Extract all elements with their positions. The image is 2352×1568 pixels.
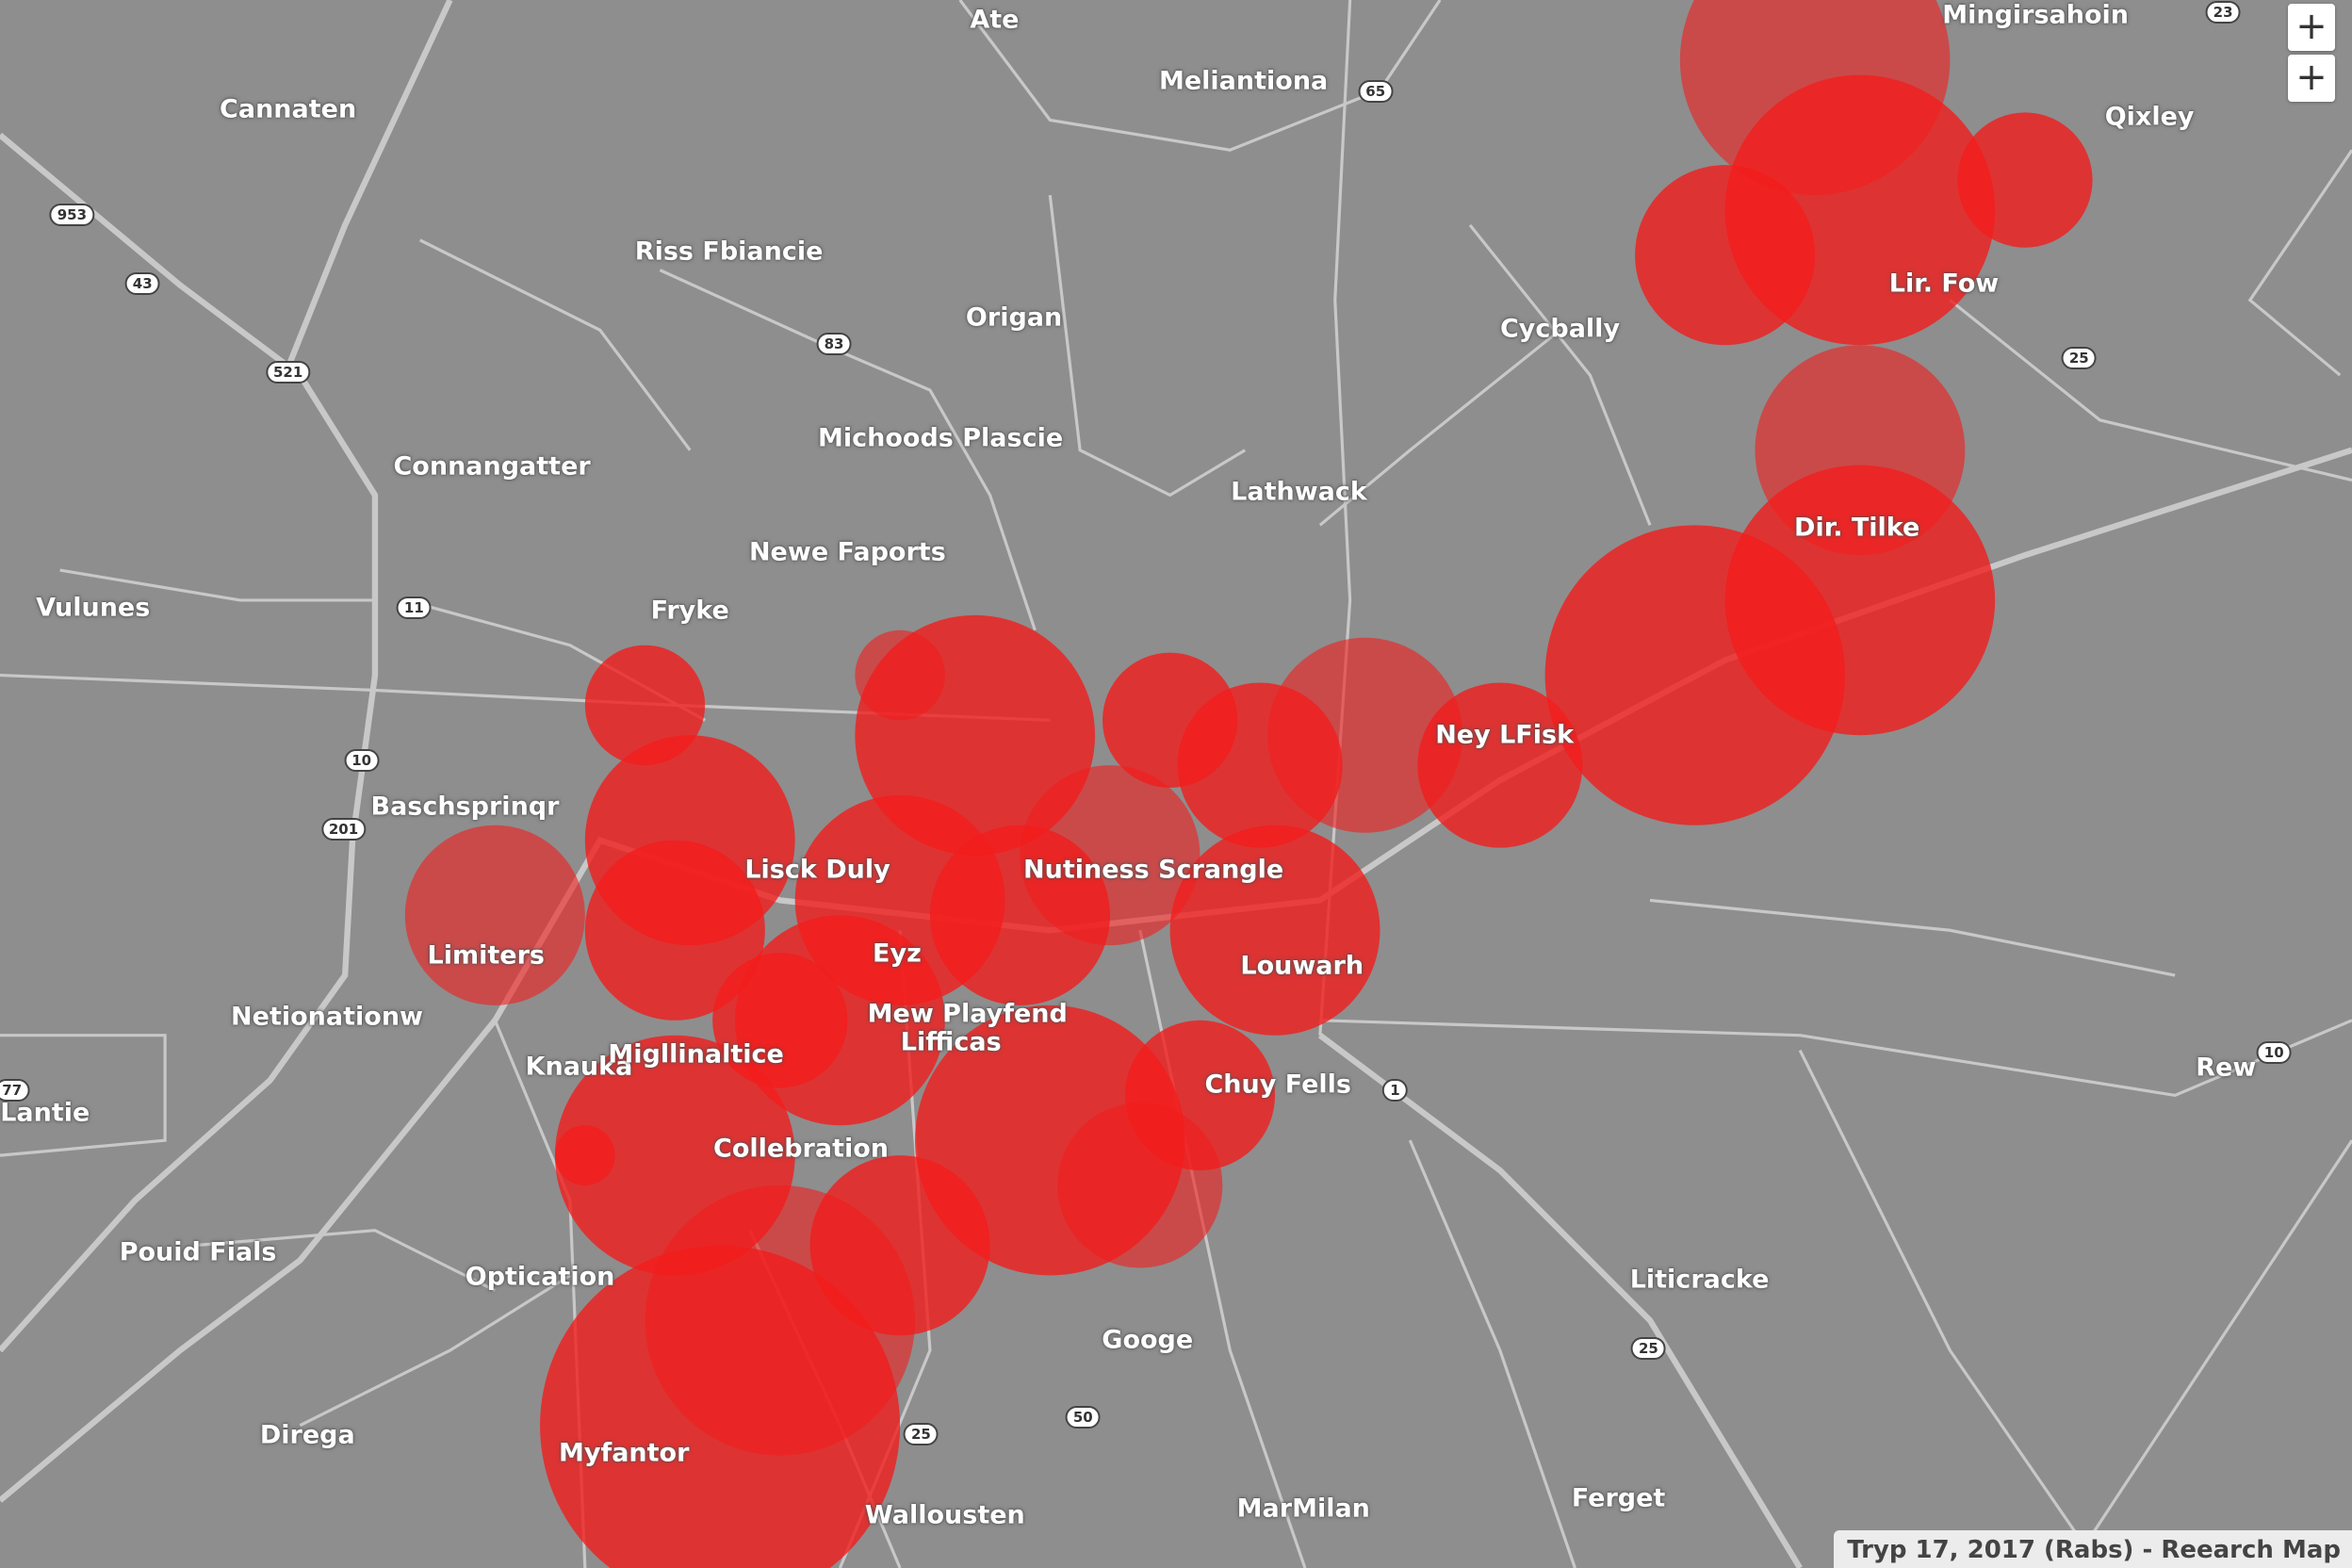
place-label[interactable]: Liticracke bbox=[1629, 1265, 1770, 1295]
road bbox=[59, 568, 375, 602]
route-shield-icon: 77 bbox=[0, 1079, 30, 1102]
heatmap-layer bbox=[404, 0, 2093, 1568]
place-label[interactable]: Riss Fbiancie bbox=[634, 237, 824, 267]
route-shield-icon: 11 bbox=[396, 596, 432, 619]
heat-blob bbox=[1635, 165, 1816, 346]
road bbox=[419, 238, 692, 451]
route-shield-icon: 25 bbox=[903, 1422, 939, 1446]
place-label[interactable]: Meliantiona bbox=[1158, 66, 1329, 96]
place-label[interactable]: Netionationw bbox=[231, 1002, 423, 1032]
place-label[interactable]: Ferget bbox=[1571, 1483, 1666, 1513]
place-label[interactable]: Nutiness Scrangle bbox=[1023, 855, 1284, 885]
place-label[interactable]: Wallousten bbox=[864, 1500, 1025, 1530]
road bbox=[1317, 1033, 1803, 1568]
place-label[interactable]: Newe Faports bbox=[748, 537, 946, 567]
heat-blob bbox=[1957, 112, 2093, 248]
road bbox=[1048, 194, 1247, 498]
place-label[interactable]: Myfantor bbox=[558, 1438, 690, 1468]
route-shield-icon: 10 bbox=[2256, 1041, 2292, 1065]
road bbox=[2247, 149, 2352, 377]
route-shield-icon: 25 bbox=[2061, 347, 2097, 370]
heat-blob bbox=[584, 840, 765, 1021]
road bbox=[299, 1274, 571, 1428]
route-shield-icon: 25 bbox=[1630, 1337, 1666, 1361]
road bbox=[0, 132, 379, 1353]
heat-blob bbox=[1020, 765, 1200, 946]
place-label[interactable]: Rew bbox=[2196, 1053, 2257, 1083]
heat-blob bbox=[1057, 1102, 1223, 1268]
place-label[interactable]: Fryke bbox=[650, 596, 729, 626]
place-label[interactable]: Migllinaltice bbox=[608, 1039, 784, 1070]
place-label[interactable]: Cannaten bbox=[220, 94, 357, 124]
zoom-in-button[interactable]: + bbox=[2288, 4, 2335, 51]
place-label[interactable]: Mingirsahoin bbox=[1942, 0, 2129, 30]
place-label[interactable]: Origan bbox=[965, 302, 1063, 333]
place-label[interactable]: Cycbally bbox=[1499, 314, 1621, 344]
heat-blob bbox=[1102, 652, 1238, 788]
route-shield-icon: 201 bbox=[320, 818, 367, 841]
road bbox=[2068, 1139, 2352, 1568]
place-label[interactable]: MarMilan bbox=[1236, 1494, 1370, 1524]
road bbox=[1949, 299, 2352, 482]
heat-blob bbox=[404, 825, 585, 1005]
place-label[interactable]: Michoods Plascie bbox=[818, 423, 1064, 453]
place-label[interactable]: Louwarh bbox=[1240, 951, 1364, 981]
road bbox=[1318, 329, 1561, 527]
place-label[interactable]: Lir. Fow bbox=[1888, 269, 2000, 299]
place-label[interactable]: Mew Playfend bbox=[867, 999, 1068, 1029]
place-label[interactable]: Ate bbox=[970, 5, 1020, 35]
heat-blob bbox=[735, 915, 945, 1126]
heat-blob bbox=[584, 645, 706, 766]
road bbox=[1798, 1049, 2101, 1568]
road bbox=[958, 0, 1442, 152]
place-label[interactable]: Vulunes bbox=[36, 593, 151, 623]
place-label[interactable]: Lifficas bbox=[900, 1027, 1002, 1057]
route-shield-icon: 43 bbox=[124, 271, 160, 295]
map-attribution: Tryp 17, 2017 (Rabs) - Reearch Map bbox=[1834, 1530, 2352, 1568]
route-shield-icon: 65 bbox=[1358, 80, 1394, 104]
place-label[interactable]: Direga bbox=[259, 1420, 355, 1450]
heat-blob bbox=[1544, 525, 1845, 825]
place-label[interactable]: Chuy Fells bbox=[1204, 1070, 1351, 1100]
route-shield-icon: 83 bbox=[816, 332, 852, 355]
route-shield-icon: 10 bbox=[344, 749, 380, 773]
place-label[interactable]: Limiters bbox=[427, 940, 545, 971]
road bbox=[1468, 223, 1652, 526]
place-label[interactable]: Lantie bbox=[0, 1098, 90, 1128]
route-shield-icon: 1 bbox=[1382, 1079, 1408, 1102]
place-label[interactable]: Qixley bbox=[2104, 102, 2195, 132]
heat-blob bbox=[855, 629, 945, 721]
heat-blob bbox=[1169, 825, 1380, 1036]
place-label[interactable]: Collebration bbox=[713, 1134, 890, 1164]
place-label[interactable]: Dir. Tilke bbox=[1794, 513, 1920, 543]
place-label[interactable]: Eyz bbox=[873, 939, 922, 969]
place-label[interactable]: Optication bbox=[465, 1262, 615, 1292]
route-shield-icon: 50 bbox=[1065, 1406, 1101, 1429]
place-label[interactable]: Knauka bbox=[525, 1052, 633, 1082]
road bbox=[1408, 1139, 1576, 1568]
place-label[interactable]: Ney LFisk bbox=[1435, 720, 1575, 750]
heat-blob bbox=[554, 1125, 615, 1185]
route-shield-icon: 521 bbox=[265, 360, 311, 384]
road bbox=[659, 269, 1037, 631]
zoom-in-button-2[interactable]: + bbox=[2288, 55, 2335, 102]
place-label[interactable]: Pouid Fials bbox=[119, 1237, 277, 1267]
road bbox=[194, 1229, 497, 1292]
place-label[interactable]: Connangatter bbox=[393, 451, 591, 482]
road bbox=[1649, 898, 2176, 977]
place-label[interactable]: Lathwack bbox=[1231, 477, 1367, 507]
place-label[interactable]: Googe bbox=[1102, 1325, 1194, 1354]
heat-blob bbox=[645, 1184, 916, 1456]
route-shield-icon: 23 bbox=[2205, 0, 2241, 24]
place-label[interactable]: Baschsprinqr bbox=[370, 792, 560, 822]
place-label[interactable]: Lisck Duly bbox=[744, 855, 890, 885]
route-shield-icon: 953 bbox=[49, 203, 95, 226]
road bbox=[282, 0, 453, 377]
road bbox=[0, 1034, 167, 1157]
